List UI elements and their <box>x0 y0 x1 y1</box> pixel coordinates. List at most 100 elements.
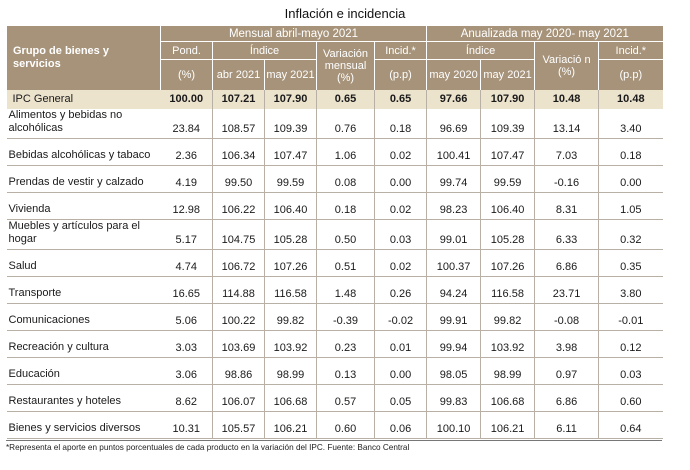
cell-incid-monthly: 0.65 <box>373 89 427 109</box>
table-row: Muebles y artículos para el hogar 5.17 104… <box>6 219 663 250</box>
header-may-2020: may 2020 <box>426 59 481 90</box>
footnote: *Representa el aporte en puntos porcentu… <box>6 443 410 452</box>
header-row-columns: Pond. Índice Variación mensual (%) Incid… <box>7 41 663 90</box>
cell-index-may-2021: 109.39 <box>264 108 317 139</box>
table-row: Bienes y servicios diversos 10.31 105.57 10… <box>6 411 663 439</box>
cell-incid-monthly: 0.00 <box>373 165 427 193</box>
cell-pond: 3.03 <box>160 330 213 358</box>
cell-var-annual: 10.48 <box>534 89 599 109</box>
cell-var-annual: 0.97 <box>534 357 599 385</box>
inflation-table: Grupo de bienes y servicios Mensual abri… <box>6 25 663 439</box>
header-section-monthly: Mensual abril-mayo 2021 <box>159 25 427 42</box>
cell-pond: 16.65 <box>160 276 213 304</box>
cell-index-may-2021-annual: 109.39 <box>480 108 535 139</box>
cell-index-may-2020: 96.69 <box>426 108 481 139</box>
cell-index-may-2020: 100.41 <box>426 138 481 166</box>
cell-var-annual: -0.08 <box>534 303 599 331</box>
table-row: Vivienda 12.98 106.22 106.40 0.18 0.02 98.23 10… <box>6 192 663 220</box>
cell-var-annual: 3.98 <box>534 330 599 358</box>
cell-incid-annual: 0.60 <box>598 384 663 412</box>
row-label: Alimentos y bebidas no alcohólicas <box>6 108 161 139</box>
table-title: Inflación e incidencia <box>284 6 406 21</box>
cell-index-may-2021: 106.68 <box>264 384 317 412</box>
cell-index-may-2020: 99.94 <box>426 330 481 358</box>
header-incid-annual-unit: (p.p) <box>598 59 663 90</box>
table-row: Alimentos y bebidas no alcohólicas 23.84 1… <box>6 108 663 139</box>
header-index-monthly: Índice <box>212 41 317 60</box>
cell-var-monthly: 0.13 <box>316 357 375 385</box>
cell-var-monthly: 0.60 <box>316 411 375 439</box>
cell-var-annual: 6.11 <box>534 411 599 439</box>
row-label: Prendas de vestir y calzado <box>6 165 161 193</box>
cell-incid-monthly: 0.05 <box>373 384 427 412</box>
cell-incid-annual: 0.18 <box>598 138 663 166</box>
cell-incid-monthly: 0.02 <box>373 138 427 166</box>
cell-index-may-2021-annual: 106.40 <box>480 192 535 220</box>
cell-var-annual: 7.03 <box>534 138 599 166</box>
cell-index-may-2020: 99.91 <box>426 303 481 331</box>
cell-index-abr-2021: 106.07 <box>212 384 265 412</box>
header-pond: Pond. <box>160 41 213 60</box>
cell-var-annual: 8.31 <box>534 192 599 220</box>
cell-var-annual: 6.86 <box>534 384 599 412</box>
cell-index-may-2021: 99.59 <box>264 165 317 193</box>
cell-incid-annual: 3.80 <box>598 276 663 304</box>
cell-pond: 4.74 <box>160 249 213 277</box>
table-row: Bebidas alcohólicas y tabaco 2.36 106.34 10… <box>6 138 663 166</box>
cell-index-may-2021: 107.47 <box>264 138 317 166</box>
cell-index-may-2020: 100.10 <box>426 411 481 439</box>
table-row: Restaurantes y hoteles 8.62 106.07 106.68 0.… <box>6 384 663 412</box>
header-incid-unit: (p.p) <box>373 59 427 90</box>
cell-index-may-2020: 94.24 <box>426 276 481 304</box>
row-label: Muebles y artículos para el hogar <box>6 219 161 250</box>
cell-index-abr-2021: 98.86 <box>212 357 265 385</box>
cell-var-annual: 13.14 <box>534 108 599 139</box>
cell-pond: 8.62 <box>160 384 213 412</box>
row-label: Comunicaciones <box>6 303 161 331</box>
cell-index-may-2021-annual: 107.90 <box>480 89 535 109</box>
cell-incid-monthly: 0.03 <box>373 219 427 250</box>
cell-var-monthly: 0.76 <box>316 108 375 139</box>
cell-incid-annual: 0.03 <box>598 357 663 385</box>
cell-index-abr-2021: 114.88 <box>212 276 265 304</box>
header-abr-2021: abr 2021 <box>212 59 265 90</box>
header-group: Grupo de bienes y servicios <box>6 25 161 90</box>
row-label: IPC General <box>6 89 161 109</box>
row-label: Vivienda <box>6 192 161 220</box>
cell-incid-monthly: 0.02 <box>373 192 427 220</box>
cell-index-abr-2021: 100.22 <box>212 303 265 331</box>
cell-pond: 2.36 <box>160 138 213 166</box>
header-incid-annual: Incid.* <box>598 41 663 60</box>
header-pond-unit: (%) <box>160 59 213 90</box>
header-index-annual: Índice <box>426 41 535 60</box>
cell-pond: 5.06 <box>160 303 213 331</box>
row-label: Bienes y servicios diversos <box>6 411 161 439</box>
cell-incid-monthly: 0.01 <box>373 330 427 358</box>
cell-index-may-2020: 99.01 <box>426 219 481 250</box>
row-label: Bebidas alcohólicas y tabaco <box>6 138 161 166</box>
cell-index-abr-2021: 99.50 <box>212 165 265 193</box>
header-row-subcolumns: (%) abr 2021 may 2021 (p.p) may 2020 may… <box>7 59 663 90</box>
cell-index-may-2021: 106.40 <box>264 192 317 220</box>
cell-incid-annual: 0.32 <box>598 219 663 250</box>
cell-var-monthly: 1.48 <box>316 276 375 304</box>
cell-index-may-2021: 98.99 <box>264 357 317 385</box>
cell-index-may-2021: 106.21 <box>264 411 317 439</box>
table-row: Comunicaciones 5.06 100.22 99.82 -0.39 -0.02 9… <box>6 303 663 331</box>
cell-index-may-2021: 99.82 <box>264 303 317 331</box>
cell-var-annual: 23.71 <box>534 276 599 304</box>
cell-var-monthly: 0.57 <box>316 384 375 412</box>
cell-incid-annual: 0.64 <box>598 411 663 439</box>
cell-incid-annual: 3.40 <box>598 108 663 139</box>
cell-index-may-2021: 107.26 <box>264 249 317 277</box>
cell-var-annual: 6.86 <box>534 249 599 277</box>
cell-pond: 3.06 <box>160 357 213 385</box>
cell-incid-monthly: 0.00 <box>373 357 427 385</box>
cell-index-abr-2021: 106.72 <box>212 249 265 277</box>
cell-var-monthly: 0.08 <box>316 165 375 193</box>
cell-index-may-2021-annual: 116.58 <box>480 276 535 304</box>
table-row: Recreación y cultura 3.03 103.69 103.92 0.23… <box>6 330 663 358</box>
cell-var-monthly: 0.18 <box>316 192 375 220</box>
cell-pond: 10.31 <box>160 411 213 439</box>
cell-pond: 100.00 <box>160 89 213 109</box>
